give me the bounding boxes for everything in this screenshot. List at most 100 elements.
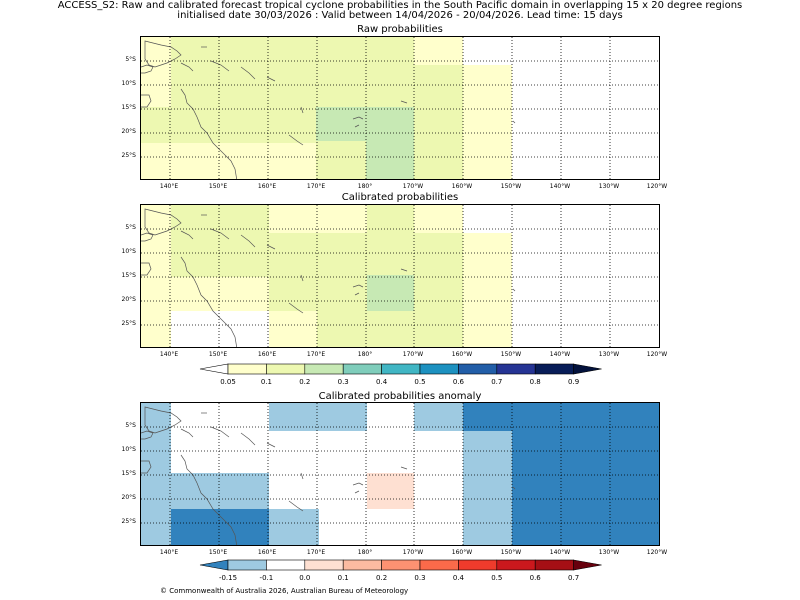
colorbar-segment (496, 559, 536, 571)
colorbar-segment (534, 559, 574, 571)
lon-tick-label: 150°W (500, 549, 522, 556)
lon-tick-label: 160°W (451, 351, 473, 358)
map-anomaly (140, 402, 660, 546)
lat-tick-label: 20°S (121, 296, 136, 303)
colorbar-tick-label: 0.7 (568, 574, 580, 582)
colorbar-tick-label: 0.0 (299, 574, 311, 582)
colorbar-tick-label: 0.9 (568, 378, 580, 386)
lon-tick-label: 150°E (208, 351, 228, 358)
colorbar-tick-label: -0.1 (259, 574, 274, 582)
colorbar-segment (266, 559, 306, 571)
panel-title-raw: Raw probabilities (357, 24, 443, 35)
lat-tick-label: 10°S (121, 80, 136, 87)
colorbar-segment (496, 363, 536, 375)
colorbar-segment (304, 363, 344, 375)
colorbar-segment (419, 363, 459, 375)
lon-tick-label: 170°W (402, 351, 424, 358)
colorbar-segment (304, 559, 344, 571)
lon-tick-label: 130°W (598, 183, 620, 190)
lat-tick-label: 5°S (125, 224, 136, 231)
colorbar-segment (227, 363, 267, 375)
lon-tick-label: 160°E (257, 183, 277, 190)
colorbar-segment (458, 559, 498, 571)
lat-tick-label: 20°S (121, 128, 136, 135)
colorbar-tick-label: 0.4 (376, 378, 388, 386)
lon-tick-label: 140°W (549, 351, 571, 358)
colorbar-tick-label: 0.3 (337, 378, 349, 386)
lon-tick-label: 140°E (159, 549, 179, 556)
lon-tick-label: 180° (357, 183, 373, 190)
lon-tick-label: 160°W (451, 549, 473, 556)
lon-tick-label: 140°E (159, 183, 179, 190)
colorbar-tick-label: 0.7 (491, 378, 503, 386)
lon-tick-label: 170°E (306, 549, 326, 556)
lon-tick-label: 170°W (402, 549, 424, 556)
lon-tick-label: 150°W (500, 183, 522, 190)
colorbar-tick-label: 0.3 (414, 574, 426, 582)
colorbar-tick-label: 0.6 (452, 378, 464, 386)
colorbar-tick-label: 0.5 (491, 574, 503, 582)
map-calibrated-probabilities (140, 204, 660, 348)
lat-tick-label: 20°S (121, 494, 136, 501)
panel-title-anomaly: Calibrated probabilities anomaly (318, 391, 482, 402)
colorbar-tick-label: 0.8 (529, 378, 541, 386)
colorbar-segment (381, 363, 421, 375)
lat-tick-label: 15°S (121, 272, 136, 279)
lon-tick-label: 120°W (646, 183, 668, 190)
coastline-calibrated (141, 208, 516, 347)
colorbar-min-extension (199, 363, 229, 375)
lon-tick-label: 150°E (208, 183, 228, 190)
lat-tick-label: 15°S (121, 104, 136, 111)
lon-tick-label: 150°W (500, 351, 522, 358)
colorbar-tick-label: 0.6 (529, 574, 541, 582)
map-anomaly-svg (141, 403, 659, 545)
colorbar-segment (266, 363, 306, 375)
lon-tick-label: 170°W (402, 183, 424, 190)
map-raw-svg (141, 37, 659, 179)
colorbar-max-extension (573, 363, 602, 375)
lon-tick-label: 140°W (549, 183, 571, 190)
map-raw-probabilities (140, 36, 660, 180)
lon-tick-label: 160°E (257, 351, 277, 358)
lat-tick-label: 15°S (121, 470, 136, 477)
lat-tick-label: 25°S (121, 320, 136, 327)
colorbar-segment (381, 559, 421, 571)
colorbar-tick-label: 0.5 (414, 378, 426, 386)
lat-tick-label: 25°S (121, 152, 136, 159)
lon-tick-label: 120°W (646, 351, 668, 358)
colorbar-tick-label: -0.15 (218, 574, 238, 582)
copyright-text: © Commonwealth of Australia 2026, Austra… (160, 587, 409, 595)
colorbar-tick-label: 0.4 (452, 574, 464, 582)
map-calibrated-svg (141, 205, 659, 347)
colorbar-tick-label: 0.2 (299, 378, 311, 386)
probability-colorbar (199, 363, 602, 375)
lon-tick-label: 180° (357, 549, 373, 556)
lat-tick-label: 5°S (125, 56, 136, 63)
colorbar-segment (534, 363, 574, 375)
colorbar-segment (342, 559, 382, 571)
lon-tick-label: 120°W (646, 549, 668, 556)
lon-tick-label: 180° (357, 351, 373, 358)
lon-tick-label: 170°E (306, 351, 326, 358)
colorbar-segment (342, 363, 382, 375)
colorbar-segment (419, 559, 459, 571)
lon-tick-label: 140°E (159, 351, 179, 358)
lon-tick-label: 160°W (451, 183, 473, 190)
lon-tick-label: 160°E (257, 549, 277, 556)
figure-title-line2: initialised date 30/03/2026 : Valid betw… (177, 10, 623, 21)
figure-title-line1: ACCESS_S2: Raw and calibrated forecast t… (57, 0, 743, 11)
panel-title-calibrated: Calibrated probabilities (341, 192, 459, 203)
lon-tick-label: 130°W (598, 351, 620, 358)
lon-tick-label: 170°E (306, 183, 326, 190)
lat-tick-label: 25°S (121, 518, 136, 525)
colorbar-tick-label: 0.2 (376, 574, 388, 582)
colorbar-tick-label: 0.05 (220, 378, 236, 386)
lon-tick-label: 140°W (549, 549, 571, 556)
lon-tick-label: 130°W (598, 549, 620, 556)
colorbar-max-extension (573, 559, 602, 571)
colorbar-segment (458, 363, 498, 375)
coastline-raw (141, 40, 516, 179)
colorbar-min-extension (199, 559, 229, 571)
lat-tick-label: 5°S (125, 422, 136, 429)
lat-tick-label: 10°S (121, 248, 136, 255)
